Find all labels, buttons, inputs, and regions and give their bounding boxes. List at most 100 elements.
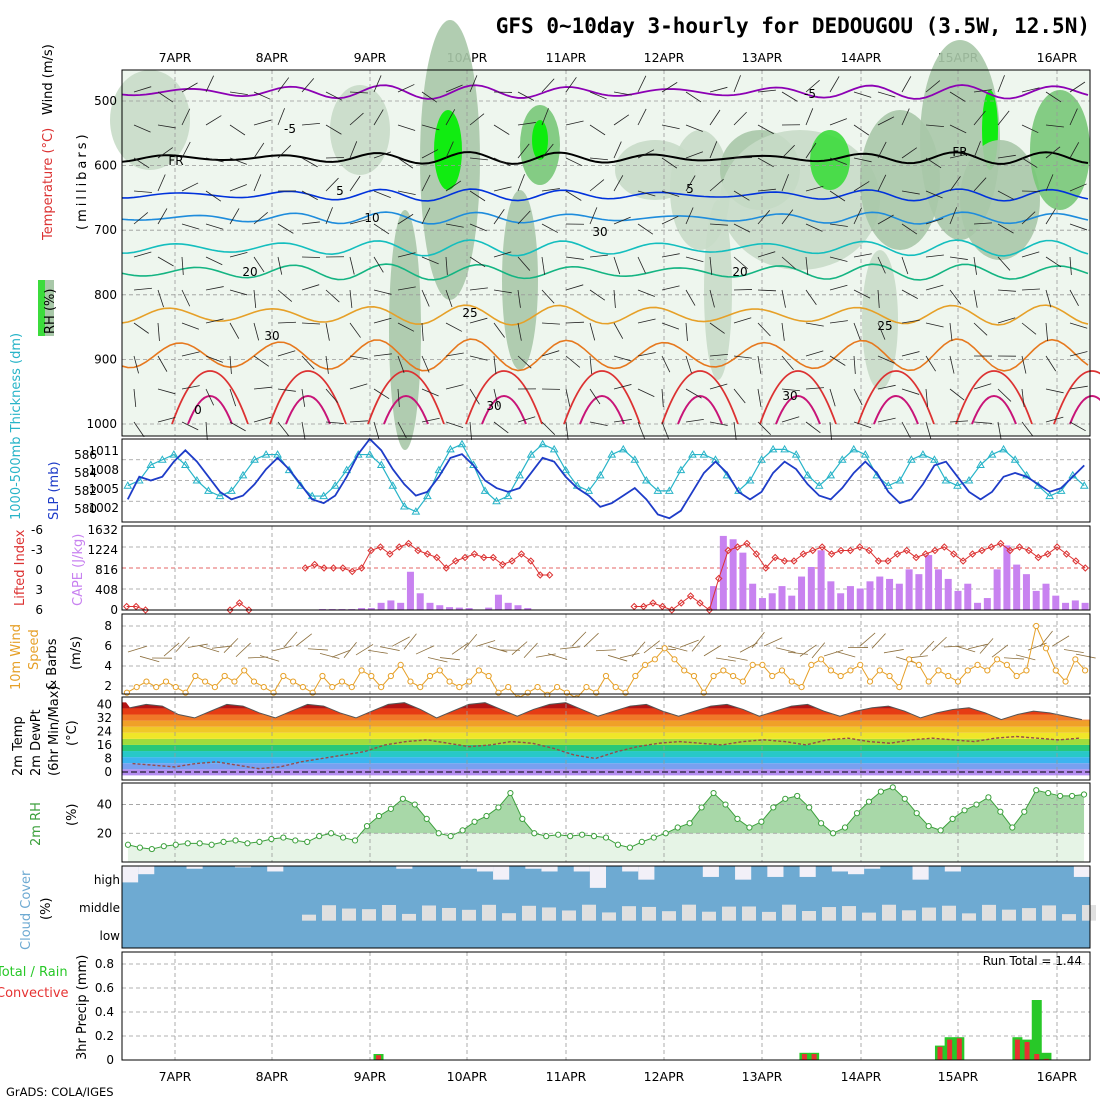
cloud-middle-gap — [1022, 908, 1036, 921]
wind-barb — [1045, 174, 1054, 192]
upper-frame — [121, 69, 1091, 437]
thickness-point — [860, 450, 870, 458]
wind10-speed-point — [583, 684, 590, 691]
wind-barb — [925, 322, 944, 328]
wind-barb — [301, 190, 318, 201]
temp2m-ytick: 16 — [97, 738, 112, 752]
wind10-barb — [559, 646, 580, 650]
cloud-high-gap — [476, 866, 494, 872]
wind-barb — [805, 185, 824, 192]
wind-barb — [613, 216, 631, 225]
rh-legend: RH (%) — [43, 289, 58, 334]
cape-bar — [1022, 574, 1030, 610]
wind-barb — [373, 190, 391, 198]
wind-barb — [445, 180, 462, 192]
contour-label: 0 — [194, 403, 202, 417]
cape-bar — [866, 581, 874, 610]
rh2m-ylabel-units: (%) — [65, 804, 80, 827]
wind-barb — [1021, 322, 1037, 335]
rh-shade — [860, 110, 940, 250]
wind-barb — [805, 108, 814, 126]
wind-barb — [685, 256, 704, 263]
thickness-point — [814, 481, 824, 489]
cape-bar — [778, 586, 786, 610]
wind-barb — [205, 318, 224, 324]
wind-barb — [853, 181, 870, 192]
wind10-barb — [883, 649, 904, 654]
wind-barb — [229, 322, 240, 339]
wind10-speed-point — [602, 672, 610, 680]
lifted-index-point — [931, 546, 939, 555]
wind-barb — [637, 256, 646, 274]
wind-barb — [253, 142, 265, 159]
rh2m-point — [184, 840, 191, 847]
wind-barb — [421, 174, 431, 192]
wind-barb — [757, 421, 772, 436]
cape-bar — [485, 607, 493, 610]
precip-conv-bar — [1014, 1039, 1020, 1060]
wind-barb — [661, 82, 678, 93]
contour-label: 30 — [264, 329, 279, 343]
wind10-barb — [415, 645, 435, 655]
temp-contour-30 — [121, 338, 1089, 372]
wind-barb — [589, 355, 593, 374]
lifted-index-point — [386, 550, 394, 558]
wind-barb — [349, 322, 361, 338]
rh2m-point — [949, 815, 956, 823]
wind10-speed-point — [866, 678, 874, 685]
cape-bar — [1062, 602, 1070, 610]
lifted-index-point — [480, 553, 488, 562]
lifted-index-point — [329, 564, 338, 572]
thickness-point — [607, 450, 617, 458]
precip-ylabel-3: 3hr Precip (mm) — [75, 955, 90, 1060]
upper-ytick: 1000 — [86, 417, 117, 431]
wind-barb — [901, 289, 918, 300]
wind-barb — [781, 91, 798, 102]
wind-barb — [133, 124, 151, 133]
lifted-index-point — [348, 567, 356, 576]
wind-barb — [1045, 388, 1064, 394]
wind-barb — [805, 256, 809, 275]
rh2m-point — [292, 837, 299, 844]
contour-label: 30 — [782, 389, 797, 403]
lifted-index-point — [489, 553, 497, 562]
wind-barb — [181, 385, 200, 390]
wind10-barb — [355, 644, 374, 656]
rh2m-point — [387, 805, 394, 812]
wind-barb — [997, 223, 1014, 234]
cape-ytick-right: 408 — [95, 583, 118, 597]
wind-barb — [445, 223, 464, 228]
wind-barb — [421, 91, 438, 103]
temp-color-band — [122, 751, 1090, 758]
rh-legend-swatch — [45, 280, 54, 336]
wind-barb — [565, 120, 584, 126]
cloud-high-gap — [638, 866, 655, 880]
wind-barb — [685, 388, 702, 399]
wind10-speed-point — [886, 672, 893, 680]
wind-barb — [997, 317, 1016, 324]
rh2m-point — [650, 834, 657, 841]
rh2m-point — [351, 837, 359, 844]
cape-bar — [954, 590, 962, 610]
thickness-point — [665, 486, 674, 494]
thickness-point — [215, 491, 225, 500]
rh2m-point — [196, 840, 203, 847]
wind10-barb — [271, 645, 292, 652]
wind-barb — [325, 322, 330, 341]
temp-color-band — [122, 726, 1090, 733]
wind-barb — [493, 251, 512, 258]
wind-barb — [277, 289, 293, 302]
wind-barb — [901, 388, 920, 395]
wind-barb — [565, 421, 569, 440]
cape-bars — [318, 535, 1089, 610]
wind-barb — [589, 91, 607, 100]
rh-shade — [502, 190, 538, 370]
wind-barb — [733, 355, 752, 359]
cloud-level-label: high — [94, 873, 120, 887]
wind10-speed-point — [143, 678, 150, 685]
temp-contour-40 — [775, 395, 821, 425]
wind-barb — [709, 322, 725, 334]
wind-barb — [709, 223, 728, 226]
lifted-index-point — [508, 557, 516, 565]
wind-barb — [181, 421, 199, 431]
